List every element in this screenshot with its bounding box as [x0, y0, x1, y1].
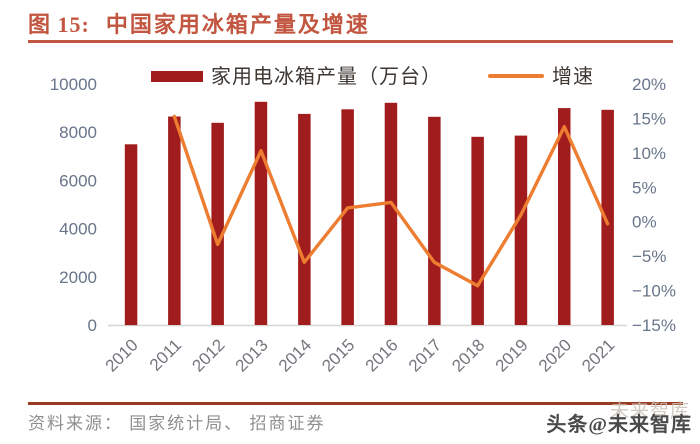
x-axis-label-2018: 2018	[448, 335, 488, 375]
production-bar-2020	[558, 108, 571, 325]
production-bar-2014	[298, 113, 311, 326]
x-axis-label-2012: 2012	[188, 335, 228, 375]
production-bar-2016	[384, 102, 398, 325]
production-bar-2011	[168, 116, 181, 325]
left-axis-tick: 6000	[59, 171, 97, 190]
left-axis-tick: 10000	[50, 75, 97, 94]
left-axis-tick: 8000	[59, 123, 97, 142]
production-bar-2012	[211, 122, 224, 325]
right-axis-tick: 15%	[632, 109, 666, 128]
right-axis-tick: −5%	[632, 247, 667, 266]
figure-header: 图 15: 中国家用冰箱产量及增速	[28, 7, 370, 39]
production-bar-2010	[124, 144, 138, 326]
legend-label-production: 家用电冰箱产量（万台）	[211, 66, 442, 88]
production-bar-2015	[341, 109, 354, 325]
legend-label-growth: 增速	[552, 66, 594, 88]
x-axis-label-2015: 2015	[318, 335, 358, 375]
right-axis-tick: 10%	[632, 144, 666, 163]
left-axis-tick: 2000	[59, 268, 97, 287]
watermark-main-text: 头条@未来智库	[546, 414, 692, 436]
growth-line	[172, 114, 610, 288]
production-bar-2013	[254, 101, 268, 325]
footer-rule	[28, 402, 683, 405]
line-series-swatch-icon	[488, 74, 544, 78]
x-axis-label-2021: 2021	[578, 335, 618, 375]
left-axis-tick: 0	[88, 316, 97, 335]
figure-label: 图 15:	[28, 12, 90, 37]
page-title: 中国家用冰箱产量及增速	[105, 12, 370, 37]
right-axis-tick: 20%	[632, 75, 666, 94]
x-axis-label-2019: 2019	[492, 335, 532, 375]
title-underline	[28, 40, 673, 43]
x-axis-label-2014: 2014	[275, 335, 315, 375]
x-axis-label-2010: 2010	[102, 335, 142, 375]
production-bar-2019	[514, 135, 528, 325]
right-axis-tick: 5%	[632, 178, 657, 197]
legend-item-growth: 增速	[488, 60, 594, 89]
source-note: 资料来源： 国家统计局、 招商证券	[28, 414, 326, 433]
legend-item-production: 家用电冰箱产量（万台）	[151, 60, 442, 89]
x-axis-label-2011: 2011	[146, 335, 185, 374]
right-axis-tick: −15%	[632, 316, 676, 335]
production-bar-2018	[471, 136, 484, 325]
x-axis-label-2017: 2017	[405, 335, 445, 375]
bar-series-swatch-icon	[151, 70, 203, 82]
production-bar-2017	[428, 116, 441, 325]
right-axis-tick: 0%	[632, 213, 657, 232]
right-axis-tick: −10%	[632, 282, 676, 301]
x-axis-label-2016: 2016	[362, 335, 402, 375]
left-axis-tick: 4000	[59, 220, 97, 239]
production-bar-2021	[601, 109, 614, 325]
x-axis-label-2020: 2020	[535, 335, 575, 375]
watermark-ghost-text: 未来智库	[609, 401, 690, 422]
watermark: 未来智库 头条@未来智库	[514, 398, 694, 442]
x-axis-label-2013: 2013	[232, 335, 272, 375]
